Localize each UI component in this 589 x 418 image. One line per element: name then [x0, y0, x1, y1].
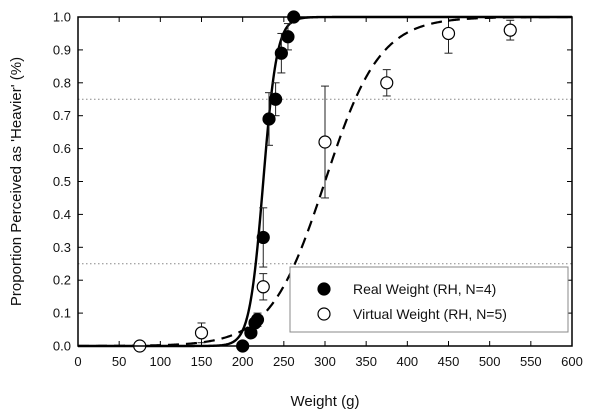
x-tick-label-10: 500 [479, 354, 501, 369]
x-tick-label-11: 550 [520, 354, 542, 369]
point-real-weight-6 [269, 92, 283, 106]
x-tick-label-0: 0 [74, 354, 81, 369]
x-tick-label-9: 450 [438, 354, 460, 369]
y-tick-label-0: 0.0 [53, 339, 71, 354]
y-tick-label-2: 0.2 [53, 273, 71, 288]
x-tick-label-6: 300 [314, 354, 336, 369]
point-virtual-weight-6 [503, 23, 517, 37]
y-tick-label-9: 0.9 [53, 42, 71, 57]
legend-marker-real-weight [317, 282, 331, 296]
point-real-weight-8 [281, 30, 295, 44]
legend-label-virtual-weight: Virtual Weight (RH, N=5) [353, 306, 507, 322]
point-real-weight-5 [262, 112, 276, 126]
x-tick-labels: 0 50 100 150 200 250 300 350 400 450 500 550 600 [74, 354, 582, 369]
point-virtual-weight-2 [256, 280, 270, 294]
y-tick-label-7: 0.7 [53, 108, 71, 123]
y-tick-label-8: 0.8 [53, 75, 71, 90]
axis-ticks [77, 16, 573, 347]
x-tick-label-3: 150 [191, 354, 213, 369]
y-tick-label-10: 1.0 [53, 10, 71, 25]
point-real-weight-3 [250, 313, 265, 327]
x-tick-label-2: 100 [149, 354, 171, 369]
point-real-weight-4 [256, 230, 270, 245]
legend-marker-virtual-weight [317, 307, 331, 321]
y-tick-label-6: 0.6 [53, 141, 71, 156]
x-tick-label-8: 400 [396, 354, 418, 369]
x-tick-label-5: 250 [273, 354, 295, 369]
y-tick-label-1: 0.1 [53, 306, 71, 321]
y-tick-label-4: 0.4 [53, 207, 71, 222]
y-axis-label: Proportion Perceived as 'Heavier' (%) [8, 57, 25, 306]
point-real-weight-7 [274, 46, 288, 60]
x-tick-label-1: 50 [112, 354, 126, 369]
legend-label-real-weight: Real Weight (RH, N=4) [353, 281, 496, 297]
x-tick-label-12: 600 [561, 354, 583, 369]
point-virtual-weight-1 [194, 326, 209, 340]
legend: Real Weight (RH, N=4) Virtual Weight (RH… [289, 266, 569, 333]
point-virtual-weight-3 [318, 135, 332, 149]
point-virtual-weight-4 [380, 76, 394, 90]
y-tick-label-3: 0.3 [53, 240, 71, 255]
x-tick-label-4: 200 [232, 354, 254, 369]
x-axis-label: Weight (g) [291, 393, 360, 410]
legend-box [289, 266, 569, 333]
y-tick-label-5: 0.5 [53, 174, 71, 189]
x-tick-label-7: 350 [355, 354, 377, 369]
y-tick-labels: 0.0 0.1 0.2 0.3 0.4 0.5 0.6 0.7 0.8 0.9 1.0 [53, 10, 71, 354]
point-virtual-weight-5 [441, 26, 456, 41]
